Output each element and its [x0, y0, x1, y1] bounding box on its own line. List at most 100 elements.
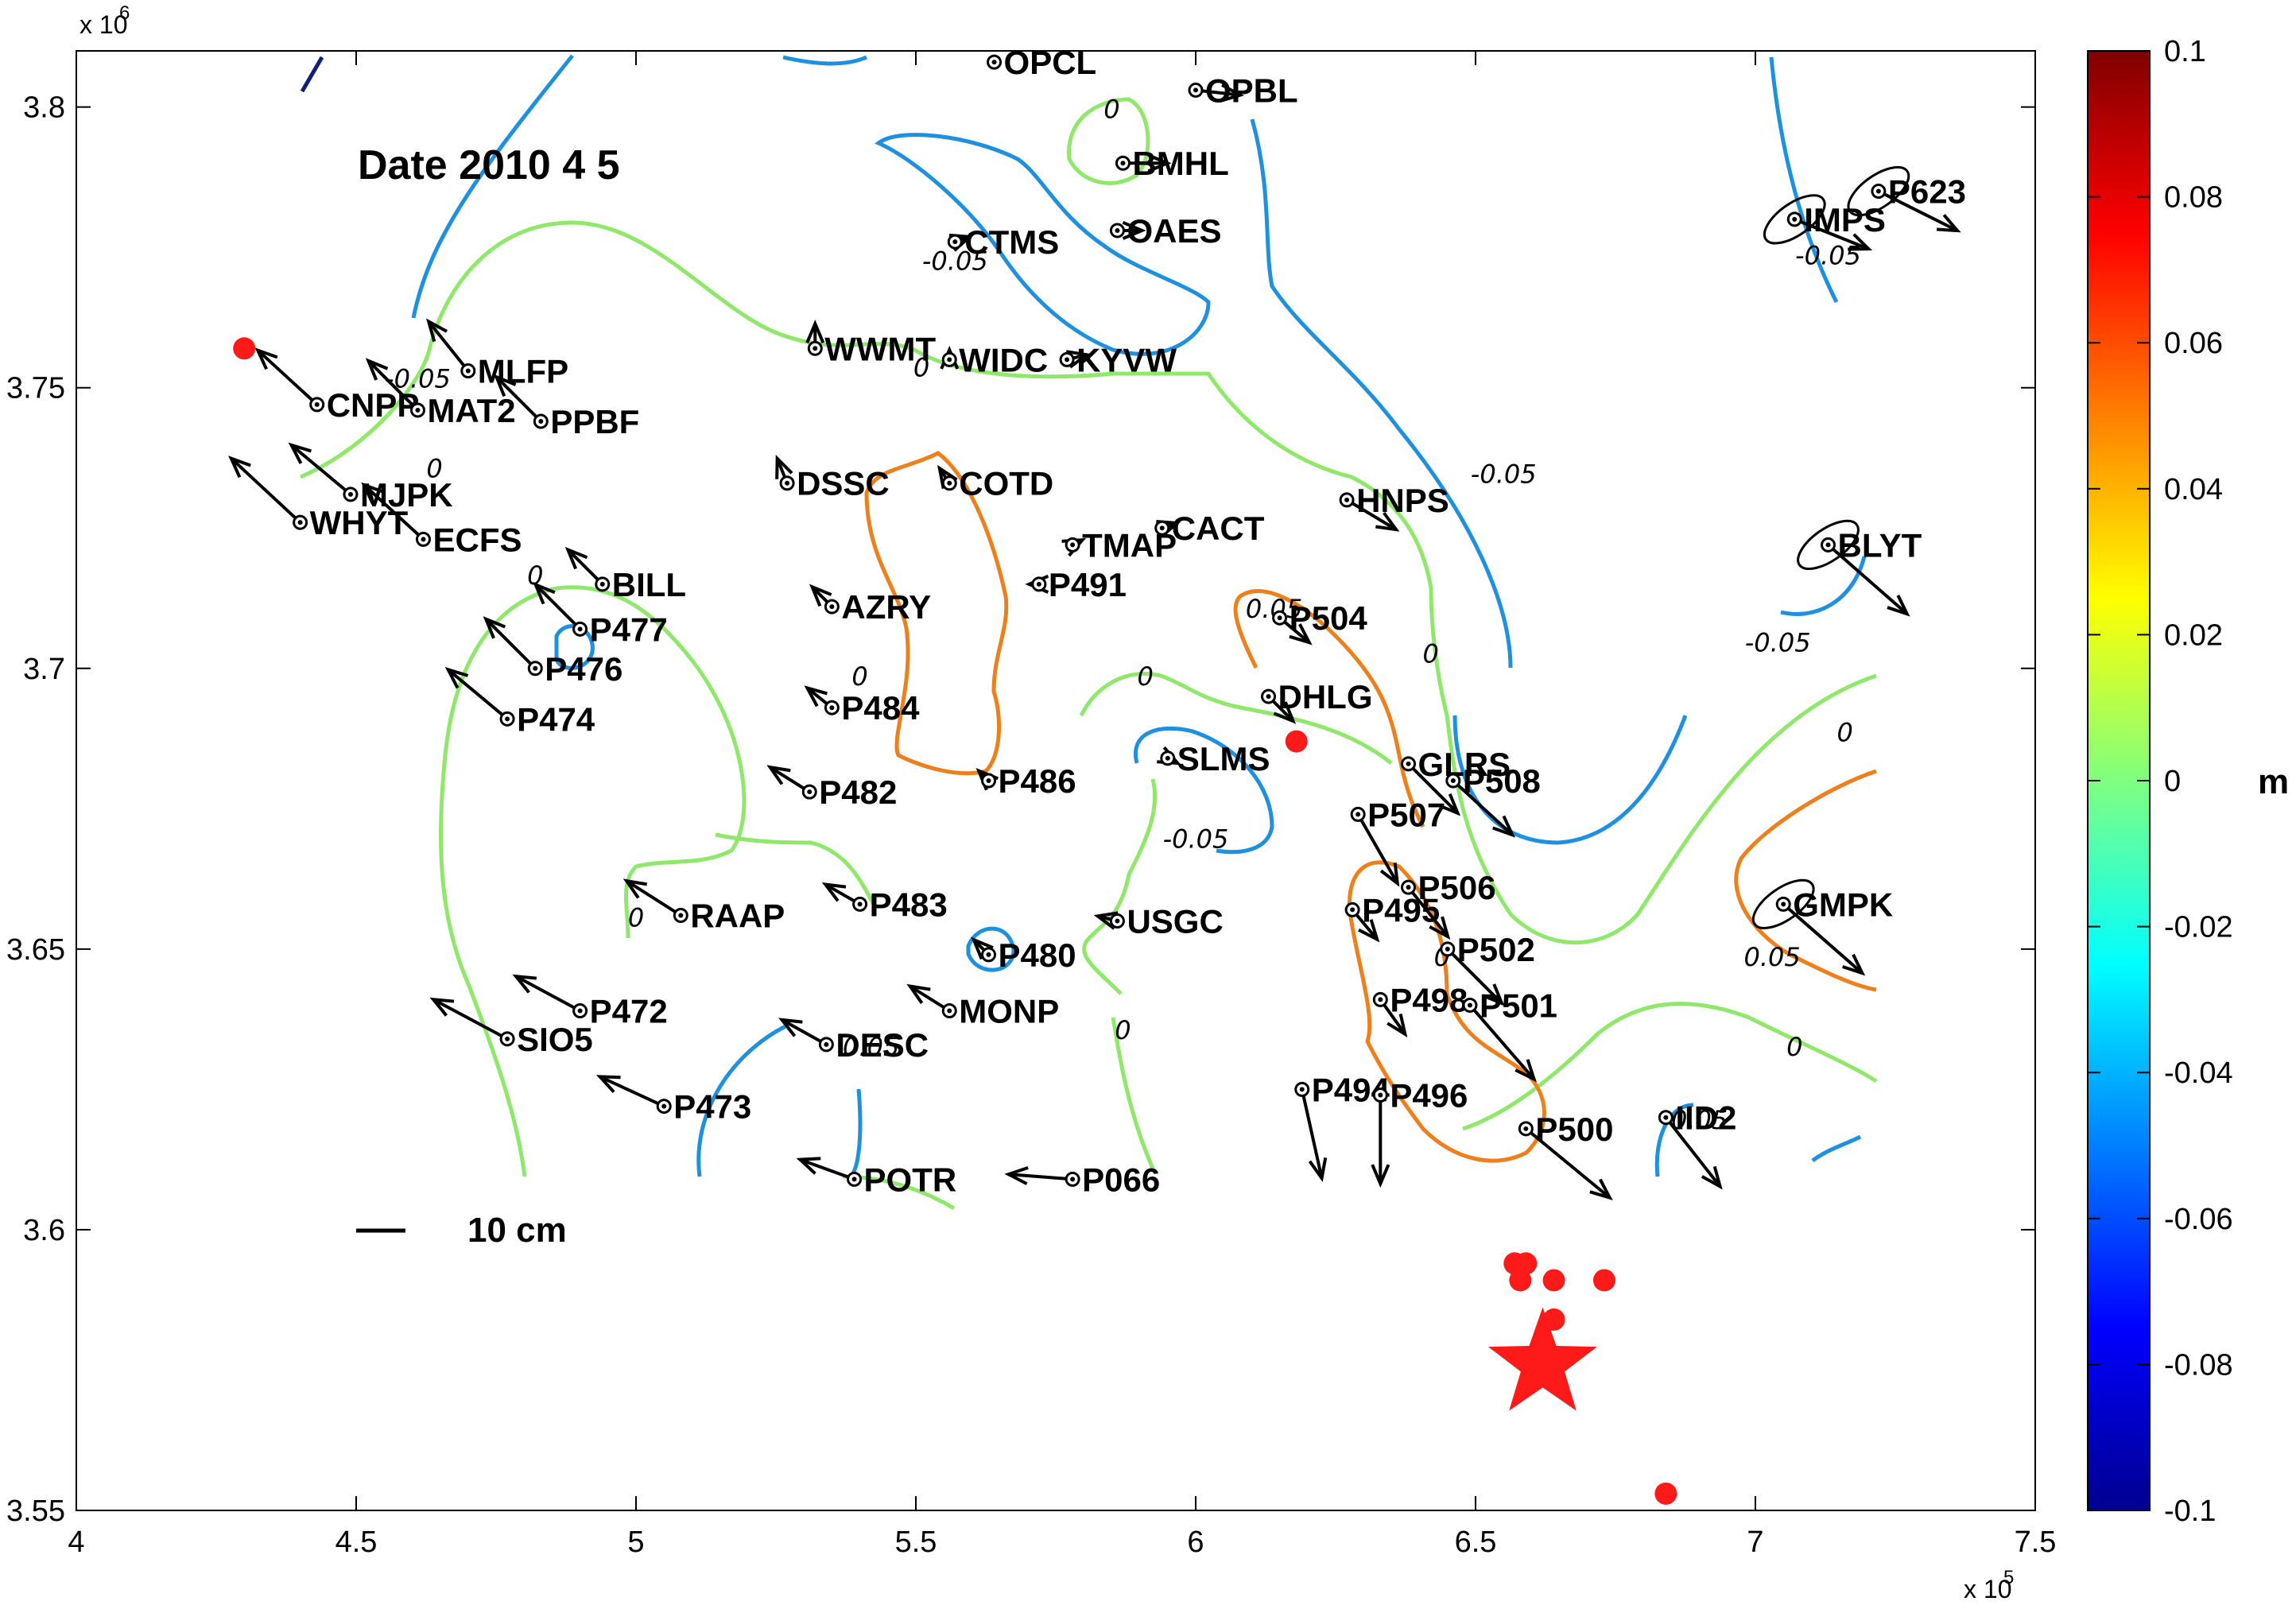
arrow-head [1122, 221, 1146, 240]
station-label: GLRS [1418, 746, 1511, 783]
contour-positive-a [864, 451, 1009, 776]
colorbar-tick-label: 0.06 [2164, 327, 2223, 360]
gps-stations: OPCL OPBL BMHL OAES CTMS WWMT WIDC KYVW MLFP CNPP… [293, 44, 1966, 1198]
y-tick-label: 3.55 [6, 1495, 65, 1528]
station-label: P482 [819, 773, 897, 811]
arrow-head [512, 974, 537, 994]
station-marker-dot [1159, 525, 1165, 531]
station-marker-dot [829, 705, 835, 711]
arrow-head [1379, 863, 1400, 887]
station-label: BILL [612, 566, 686, 603]
contour-label: 0.05 [1671, 1105, 1728, 1135]
station-marker-dot [1120, 161, 1126, 166]
arrow-head [254, 347, 278, 370]
contour-zero-b [1067, 97, 1150, 185]
station-marker-dot [991, 60, 997, 65]
station-label: WWMT [824, 330, 936, 367]
station-marker-dot [1875, 188, 1881, 194]
station-marker-dot [661, 1103, 667, 1109]
colorbar-tick-label: 0.08 [2164, 181, 2223, 215]
arrow-head [1065, 350, 1091, 369]
displacement-arrow [367, 359, 419, 412]
arrow-head [1887, 594, 1910, 617]
station-marker-dot [947, 357, 952, 363]
arrow-head [775, 454, 793, 479]
x-exponent-power: 5 [2003, 1567, 2014, 1588]
station-marker-dot [314, 401, 320, 407]
contour-negative-c [1250, 118, 1513, 669]
arrow-head [906, 983, 931, 1004]
displacement-arrow [1407, 762, 1459, 815]
arrow-head [804, 685, 828, 708]
station-marker-dot [533, 665, 538, 671]
earthquake-event [1515, 1252, 1538, 1275]
displacement-arrow [484, 618, 537, 670]
station-label: OAES [1127, 212, 1221, 250]
station-label: P474 [517, 700, 595, 738]
station-marker-dot [297, 520, 303, 525]
station-label: P507 [1367, 796, 1445, 833]
station-label: OPBL [1205, 72, 1298, 109]
arrow-head [444, 667, 469, 689]
contour-label: 0 [913, 353, 929, 383]
station-marker-dot [1036, 581, 1041, 587]
displacement-arrow [230, 457, 301, 524]
arrow-head [1842, 953, 1866, 976]
displacement-arrow [1008, 1173, 1073, 1181]
station-marker-dot [1115, 918, 1120, 924]
contour-negative-topleft-small [300, 56, 324, 93]
earthquake-event [1592, 1269, 1615, 1292]
contour-positive-d [1734, 769, 1877, 992]
station-marker-dot [678, 913, 684, 918]
arrow-head [1589, 1178, 1613, 1200]
station-label: P486 [999, 762, 1076, 800]
arrow-head [1289, 623, 1313, 646]
displacement-arrow [566, 549, 604, 586]
station-marker-dot [1523, 1126, 1529, 1131]
station-label: P498 [1390, 981, 1468, 1018]
station-label: P495 [1362, 891, 1440, 929]
contour-lines [300, 54, 1878, 1211]
mainshock-star [1488, 1307, 1597, 1411]
station-marker-dot [1378, 997, 1383, 1002]
displacement-arrow [909, 984, 951, 1013]
station-marker-dot [415, 407, 421, 413]
earthquake-events [233, 337, 1677, 1505]
earthquake-event [1542, 1269, 1565, 1292]
arrow-head [1147, 153, 1172, 173]
station-marker-dot [1378, 1092, 1383, 1098]
station-marker-dot [1445, 946, 1450, 952]
earthquake-event [1509, 1269, 1532, 1292]
y-exponent-power: 6 [119, 2, 130, 24]
y-exponent-label: x 10 [80, 10, 127, 39]
colorbar-ticks: 0.1 0.08 0.06 0.04 0.02 0 -0.02 -0.04 -0.06 -0.08… [2088, 35, 2233, 1528]
station-label: IID2 [1675, 1099, 1736, 1137]
earthquake-event [1654, 1482, 1677, 1505]
error-ellipse [1847, 165, 1910, 217]
y-tick-label: 3.6 [23, 1214, 65, 1247]
arrow-head [1492, 815, 1516, 838]
error-ellipse [1751, 878, 1815, 929]
contour-label: 0 [1115, 1015, 1131, 1045]
station-label: MLFP [478, 353, 568, 390]
station-marker-dot [1165, 755, 1170, 761]
station-marker-dot [952, 239, 958, 245]
colorbar-tick-label: -0.1 [2164, 1495, 2216, 1528]
station-marker-dot [1065, 357, 1070, 363]
displacement-arrow [256, 349, 319, 406]
arrow-head [483, 616, 506, 639]
contour-positive-b [1233, 589, 1425, 828]
station-label: P502 [1457, 931, 1535, 968]
contour-negative-n [1811, 1134, 1862, 1163]
arrow-head [1437, 793, 1461, 816]
station-label: DHLG [1278, 678, 1373, 715]
colorbar-tick-label: -0.02 [2164, 911, 2233, 944]
station-marker-dot [1299, 1087, 1305, 1092]
station-label: SIO5 [517, 1021, 593, 1058]
station-marker-dot [829, 604, 835, 610]
colorbar-tick-label: -0.04 [2164, 1057, 2233, 1090]
displacement-arrow [769, 766, 811, 793]
arrow-head [1220, 83, 1244, 103]
colorbar-tick-label: 0.04 [2164, 473, 2223, 506]
colorbar-tick-label: -0.06 [2164, 1203, 2233, 1236]
